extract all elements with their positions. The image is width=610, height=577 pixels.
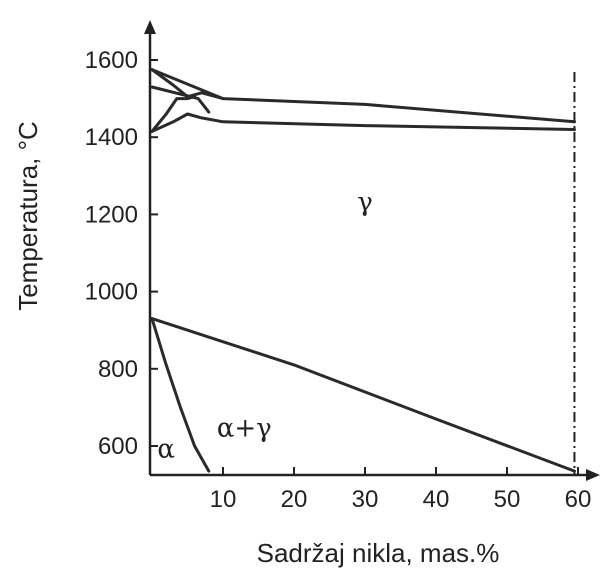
phase-boundary-line xyxy=(150,85,211,114)
x-axis-arrow xyxy=(586,469,600,481)
y-tick-label: 1000 xyxy=(85,279,138,306)
axes: 600 800 1000 1200 1400 1600 10 20 30 40 50 60 xyxy=(85,20,600,513)
y-tick-label: 1400 xyxy=(85,124,138,151)
y-axis-title: Temperatura, °C xyxy=(13,121,43,311)
phase-curves xyxy=(150,68,576,473)
x-axis-title: Sadržaj nikla, mas.% xyxy=(257,538,500,568)
phase-boundary-line xyxy=(150,112,576,133)
x-tick-label: 60 xyxy=(565,486,592,513)
phase-label: γ xyxy=(357,188,373,218)
phase-label: α xyxy=(157,435,175,465)
y-tick-label: 600 xyxy=(98,433,138,460)
y-tick-label: 800 xyxy=(98,356,138,383)
x-tick-label: 10 xyxy=(210,486,237,513)
y-tick-label: 1600 xyxy=(85,47,138,74)
x-tick-label: 40 xyxy=(423,486,450,513)
y-axis-arrow xyxy=(144,20,156,34)
phase-boundary-line xyxy=(150,68,576,124)
x-tick-label: 50 xyxy=(494,486,521,513)
x-tick-label: 20 xyxy=(281,486,308,513)
phase-boundary-line xyxy=(150,317,211,473)
phase-boundary-line xyxy=(150,317,576,473)
x-tick-label: 30 xyxy=(352,486,379,513)
phase-labels: γ α+γ α xyxy=(157,188,372,465)
phase-label: α+γ xyxy=(217,413,272,443)
y-tick-label: 1200 xyxy=(85,201,138,228)
